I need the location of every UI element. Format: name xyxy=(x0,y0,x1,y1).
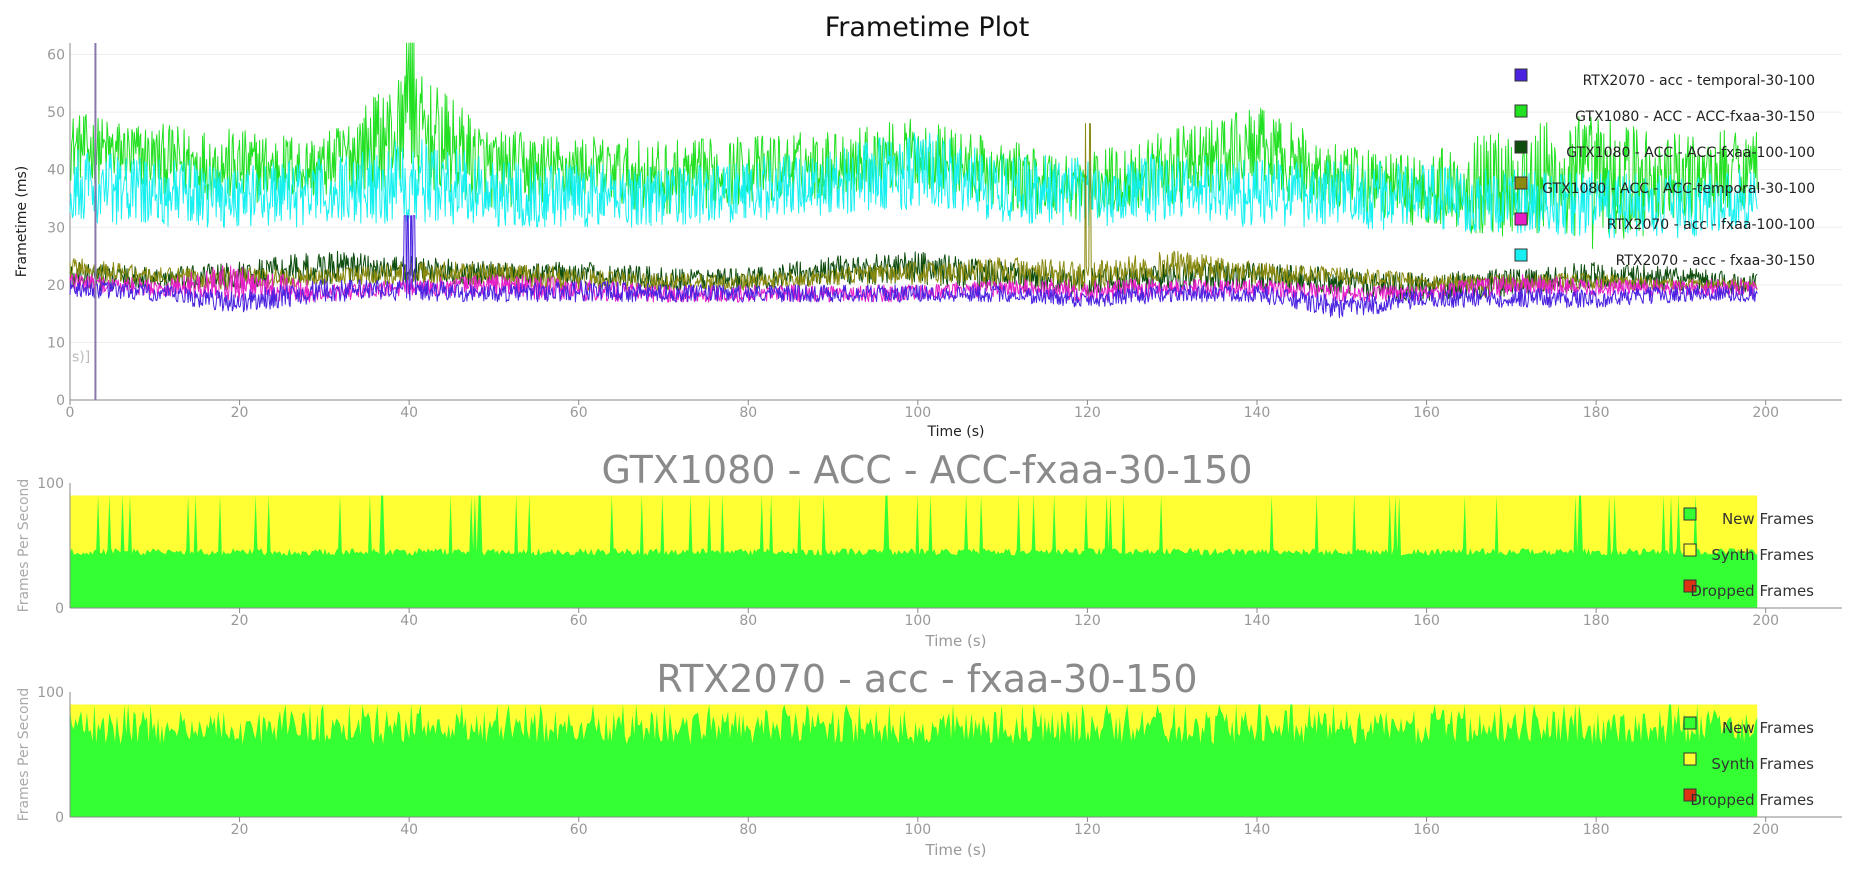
y-tick-label: 50 xyxy=(47,105,65,121)
x-tick-label: 120 xyxy=(1074,405,1101,421)
fps-chart-2: 0 100 20 40 60 80 100 120 140 160 180 200 Time (s) Fr… xyxy=(16,685,1842,859)
series-line xyxy=(69,42,1758,249)
legend-label: GTX1080 - ACC - ACC-fxaa-30-150 xyxy=(1575,109,1815,125)
series-line xyxy=(69,123,1758,291)
fps-chart-1: 0 100 20 40 60 80 100 120 140 160 180 200 Time (s) Fr… xyxy=(16,476,1842,650)
fps-x-tick-label: 80 xyxy=(739,822,757,838)
fps-legend-swatch xyxy=(1683,543,1697,557)
x-tick-label: 180 xyxy=(1583,405,1610,421)
y-tick-label: 20 xyxy=(47,278,65,294)
y-tick-label: 0 xyxy=(56,393,65,409)
fps-legend-label: New Frames xyxy=(1722,719,1814,737)
fps-x-tick-label: 40 xyxy=(400,822,418,838)
legend-label: RTX2070 - acc - temporal-30-100 xyxy=(1583,73,1815,89)
fps-y-axis-label: Frames Per Second xyxy=(16,688,32,822)
fps-x-tick-label: 100 xyxy=(904,613,931,629)
fps-legend-label: Dropped Frames xyxy=(1690,791,1814,809)
fps-legend-label: New Frames xyxy=(1722,510,1814,528)
fps-x-tick-label: 200 xyxy=(1752,613,1779,629)
fps-x-tick-label: 180 xyxy=(1583,822,1610,838)
plot-annotation: s)] xyxy=(72,350,90,366)
fps-legend-swatch xyxy=(1683,507,1697,521)
fps-x-tick-label: 80 xyxy=(739,613,757,629)
fps-chart-1-title: GTX1080 - ACC - ACC-fxaa-30-150 xyxy=(601,448,1253,492)
x-tick-label: 140 xyxy=(1244,405,1271,421)
y-axis-label: Frametime (ms) xyxy=(14,166,30,278)
x-tick-label: 80 xyxy=(739,405,757,421)
fps-x-tick-label: 100 xyxy=(904,822,931,838)
fps-x-tick-label: 40 xyxy=(400,613,418,629)
fps-legend-swatch xyxy=(1683,752,1697,766)
new-frames-area xyxy=(70,704,1758,817)
fps-legend-label: Synth Frames xyxy=(1711,546,1814,564)
fps-x-tick-label: 120 xyxy=(1074,822,1101,838)
legend-swatch xyxy=(1514,104,1528,118)
legend-label: RTX2070 - acc - fxaa-30-150 xyxy=(1616,253,1815,269)
legend-label: RTX2070 - acc - fxaa-100-100 xyxy=(1607,217,1815,233)
fps-x-tick-label: 60 xyxy=(570,822,588,838)
fps-x-tick-label: 20 xyxy=(231,822,249,838)
x-tick-label: 160 xyxy=(1413,405,1440,421)
fps-legend-swatch xyxy=(1683,716,1697,730)
legend-swatch xyxy=(1514,140,1528,154)
x-tick-label: 0 xyxy=(66,405,75,421)
fps-chart-2-title: RTX2070 - acc - fxaa-30-150 xyxy=(656,657,1198,701)
frametime-chart-title: Frametime Plot xyxy=(824,12,1030,43)
fps-x-axis-label: Time (s) xyxy=(925,841,987,859)
fps-legend-swatch xyxy=(1683,788,1697,802)
x-tick-label: 40 xyxy=(400,405,418,421)
fps-x-axis-label: Time (s) xyxy=(925,632,987,650)
x-tick-label: 200 xyxy=(1752,405,1779,421)
series-line xyxy=(69,250,1758,301)
y-tick-label: 30 xyxy=(47,220,65,236)
legend-label: GTX1080 - ACC - ACC-temporal-30-100 xyxy=(1542,181,1815,197)
fps-x-tick-label: 20 xyxy=(231,613,249,629)
new-frames-area xyxy=(70,495,1758,608)
legend-swatch xyxy=(1514,68,1528,82)
x-tick-label: 60 xyxy=(570,405,588,421)
fps-y-tick-label: 0 xyxy=(55,601,64,617)
x-tick-label: 20 xyxy=(231,405,249,421)
series-line xyxy=(69,265,1758,303)
fps-x-tick-label: 140 xyxy=(1244,613,1271,629)
x-axis-label: Time (s) xyxy=(927,424,985,440)
legend-swatch xyxy=(1514,248,1528,262)
fps-x-tick-label: 160 xyxy=(1413,822,1440,838)
fps-x-tick-label: 140 xyxy=(1244,822,1271,838)
frametime-plot: 0 10 20 30 40 50 60 0 20 40 60 80 100 120 140 160 180 200… xyxy=(14,42,1842,440)
fps-x-tick-label: 120 xyxy=(1074,613,1101,629)
fps-legend-label: Dropped Frames xyxy=(1690,582,1814,600)
fps-x-tick-label: 160 xyxy=(1413,613,1440,629)
fps-x-tick-label: 200 xyxy=(1752,822,1779,838)
legend-label: GTX1080 - ACC - ACC-fxaa-100-100 xyxy=(1566,145,1815,161)
fps-x-tick-label: 60 xyxy=(570,613,588,629)
series-line xyxy=(69,132,1758,239)
series-line xyxy=(69,215,1758,319)
fps-y-tick-label: 100 xyxy=(37,685,64,701)
fps-legend-swatch xyxy=(1683,579,1697,593)
x-tick-label: 100 xyxy=(904,405,931,421)
y-tick-label: 60 xyxy=(47,48,65,64)
legend-swatch xyxy=(1514,212,1528,226)
fps-y-tick-label: 0 xyxy=(55,810,64,826)
fps-x-tick-label: 180 xyxy=(1583,613,1610,629)
fps-legend-label: Synth Frames xyxy=(1711,755,1814,773)
fps-y-axis-label: Frames Per Second xyxy=(16,479,32,613)
y-tick-label: 40 xyxy=(47,163,65,179)
fps-y-tick-label: 100 xyxy=(37,476,64,492)
y-tick-label: 10 xyxy=(47,335,65,351)
legend-swatch xyxy=(1514,176,1528,190)
